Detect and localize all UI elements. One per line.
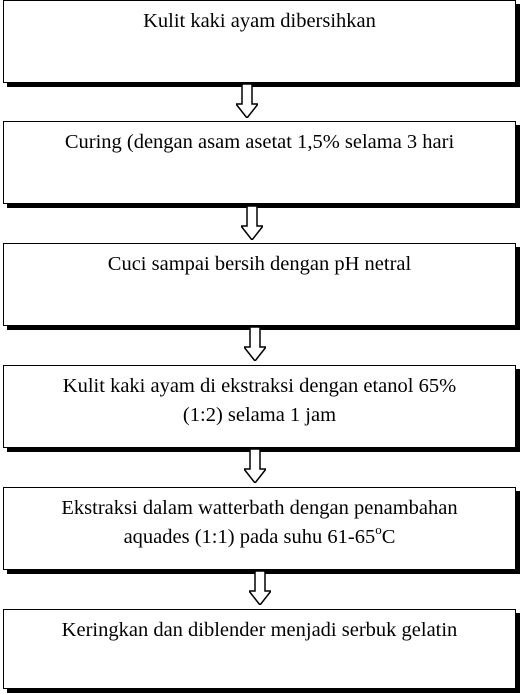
step-box-4: Kulit kaki ayam di ekstraksi dengan etan…: [3, 365, 516, 448]
step-box-3: Cuci sampai bersih dengan pH netral: [3, 243, 516, 326]
degree-superscript: o: [375, 522, 382, 538]
step-5-text-line-1: Ekstraksi dalam watterbath dengan penamb…: [61, 497, 458, 519]
down-arrow-icon: [244, 449, 266, 483]
down-arrow-icon: [244, 327, 266, 361]
step-box-6: Keringkan dan diblender menjadi serbuk g…: [3, 609, 516, 689]
step-5-text-line-2: aquades (1:1) pada suhu 61-65oC: [4, 523, 515, 552]
step-6-text: Keringkan dan diblender menjadi serbuk g…: [61, 619, 458, 641]
down-arrow-icon: [241, 206, 263, 240]
step-box-2: Curing (dengan asam asetat 1,5% selama 3…: [3, 121, 516, 204]
step-3-text: Cuci sampai bersih dengan pH netral: [107, 253, 412, 275]
step-box-5: Ekstraksi dalam watterbath dengan penamb…: [3, 487, 516, 570]
down-arrow-icon: [249, 571, 271, 605]
step-2-text: Curing (dengan asam asetat 1,5% selama 3…: [64, 131, 455, 153]
step-4-text-line-2: (1:2) selama 1 jam: [182, 404, 337, 426]
step-box-1: Kulit kaki ayam dibersihkan: [3, 0, 516, 83]
down-arrow-icon: [236, 84, 258, 118]
step-1-text: Kulit kaki ayam dibersihkan: [143, 10, 376, 32]
step-4-text-line-1: Kulit kaki ayam di ekstraksi dengan etan…: [62, 375, 457, 397]
step-5-text-line-2-main: aquades (1:1) pada suhu 61-65: [123, 526, 376, 548]
step-5-unit: C: [381, 526, 396, 548]
